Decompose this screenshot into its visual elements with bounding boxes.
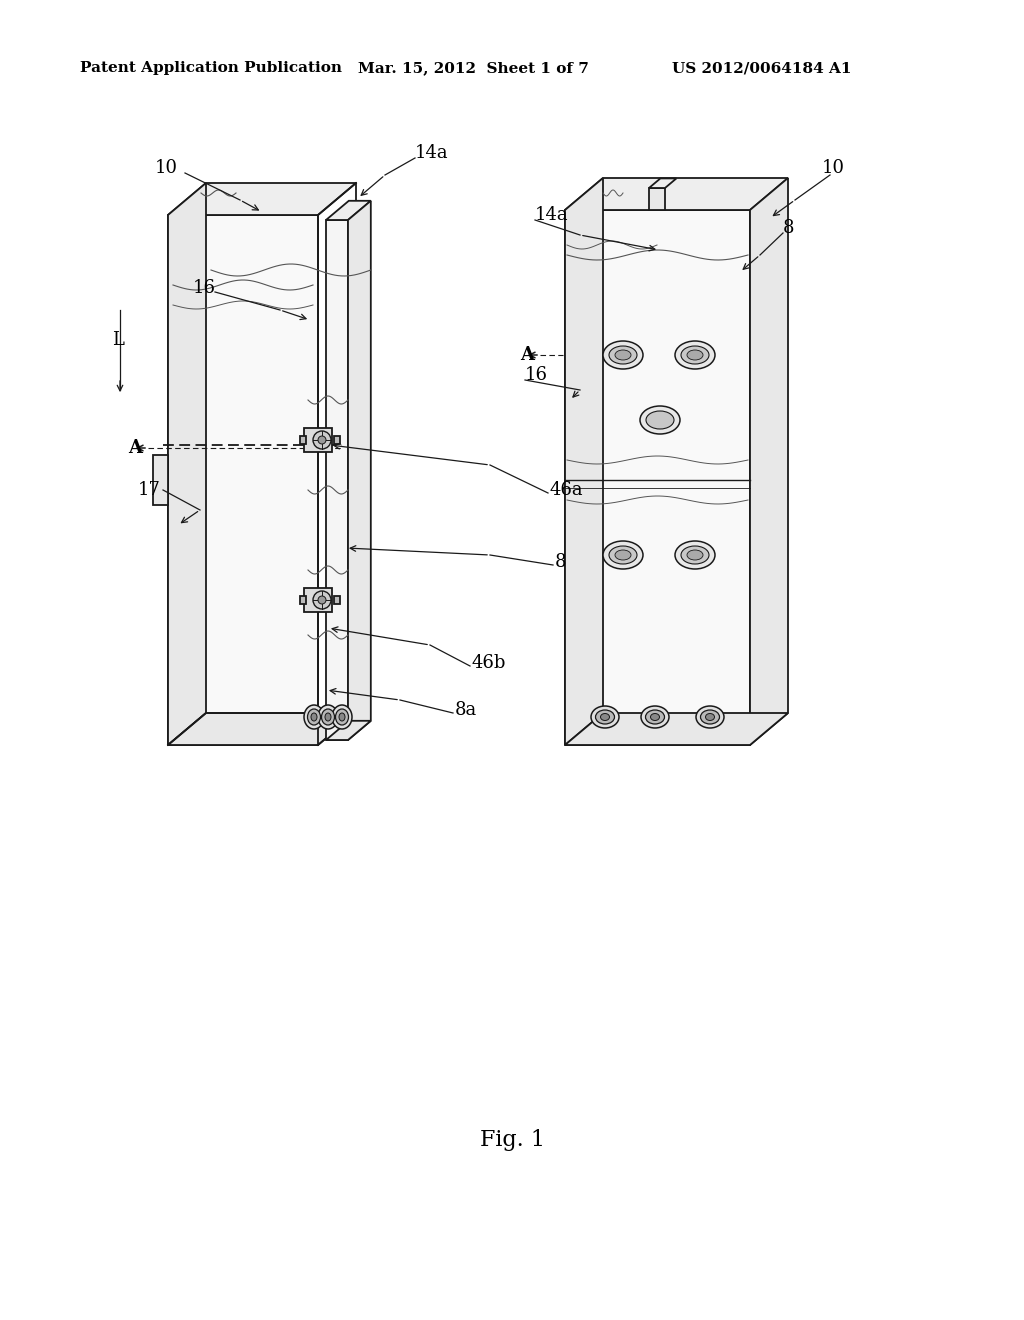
Text: Mar. 15, 2012  Sheet 1 of 7: Mar. 15, 2012 Sheet 1 of 7 xyxy=(358,61,589,75)
Ellipse shape xyxy=(318,705,338,729)
Ellipse shape xyxy=(600,714,609,721)
Ellipse shape xyxy=(609,346,637,364)
Polygon shape xyxy=(334,436,340,444)
Text: 8: 8 xyxy=(555,553,566,572)
Text: 17: 17 xyxy=(138,480,161,499)
Polygon shape xyxy=(326,220,348,741)
Ellipse shape xyxy=(675,541,715,569)
Ellipse shape xyxy=(591,706,618,729)
Ellipse shape xyxy=(700,710,720,723)
Ellipse shape xyxy=(645,710,665,723)
Polygon shape xyxy=(348,201,371,741)
Text: A: A xyxy=(128,440,142,457)
Polygon shape xyxy=(304,587,332,612)
Text: Patent Application Publication: Patent Application Publication xyxy=(80,61,342,75)
Circle shape xyxy=(313,591,331,609)
Polygon shape xyxy=(750,178,788,744)
Ellipse shape xyxy=(681,546,709,564)
Ellipse shape xyxy=(641,706,669,729)
Circle shape xyxy=(318,436,326,444)
Polygon shape xyxy=(168,215,318,744)
Polygon shape xyxy=(300,436,306,444)
Text: 10: 10 xyxy=(822,158,845,177)
Polygon shape xyxy=(334,597,340,605)
Circle shape xyxy=(318,597,326,605)
Ellipse shape xyxy=(615,550,631,560)
Ellipse shape xyxy=(336,709,348,725)
Text: L: L xyxy=(112,331,124,348)
Ellipse shape xyxy=(687,550,703,560)
Polygon shape xyxy=(565,713,788,744)
Ellipse shape xyxy=(332,705,352,729)
Ellipse shape xyxy=(311,713,317,721)
Polygon shape xyxy=(300,597,306,605)
Polygon shape xyxy=(649,178,677,187)
Polygon shape xyxy=(168,183,356,215)
Polygon shape xyxy=(326,721,371,741)
Polygon shape xyxy=(565,178,603,744)
Text: A: A xyxy=(520,346,534,364)
Ellipse shape xyxy=(687,350,703,360)
Ellipse shape xyxy=(706,714,715,721)
Ellipse shape xyxy=(696,706,724,729)
Polygon shape xyxy=(649,187,665,210)
Text: 14a: 14a xyxy=(415,144,449,162)
Ellipse shape xyxy=(615,350,631,360)
Text: 46b: 46b xyxy=(472,653,507,672)
Ellipse shape xyxy=(304,705,324,729)
Ellipse shape xyxy=(603,341,643,370)
Text: 16: 16 xyxy=(525,366,548,384)
Polygon shape xyxy=(326,201,371,220)
Text: 8: 8 xyxy=(783,219,795,238)
Text: US 2012/0064184 A1: US 2012/0064184 A1 xyxy=(672,61,852,75)
Ellipse shape xyxy=(603,541,643,569)
Ellipse shape xyxy=(650,714,659,721)
Ellipse shape xyxy=(322,709,335,725)
Ellipse shape xyxy=(675,341,715,370)
Ellipse shape xyxy=(609,546,637,564)
Polygon shape xyxy=(153,455,168,506)
Polygon shape xyxy=(168,713,356,744)
Ellipse shape xyxy=(596,710,614,723)
Polygon shape xyxy=(168,183,206,744)
Polygon shape xyxy=(565,210,750,744)
Text: 16: 16 xyxy=(193,279,216,297)
Ellipse shape xyxy=(646,411,674,429)
Ellipse shape xyxy=(640,407,680,434)
Ellipse shape xyxy=(307,709,321,725)
Text: Fig. 1: Fig. 1 xyxy=(479,1129,545,1151)
Polygon shape xyxy=(304,428,332,451)
Ellipse shape xyxy=(339,713,345,721)
Polygon shape xyxy=(565,178,788,210)
Ellipse shape xyxy=(681,346,709,364)
Text: 10: 10 xyxy=(155,158,178,177)
Circle shape xyxy=(313,432,331,449)
Text: 46a: 46a xyxy=(550,480,584,499)
Text: 14a: 14a xyxy=(535,206,568,224)
Ellipse shape xyxy=(325,713,331,721)
Text: 8a: 8a xyxy=(455,701,477,719)
